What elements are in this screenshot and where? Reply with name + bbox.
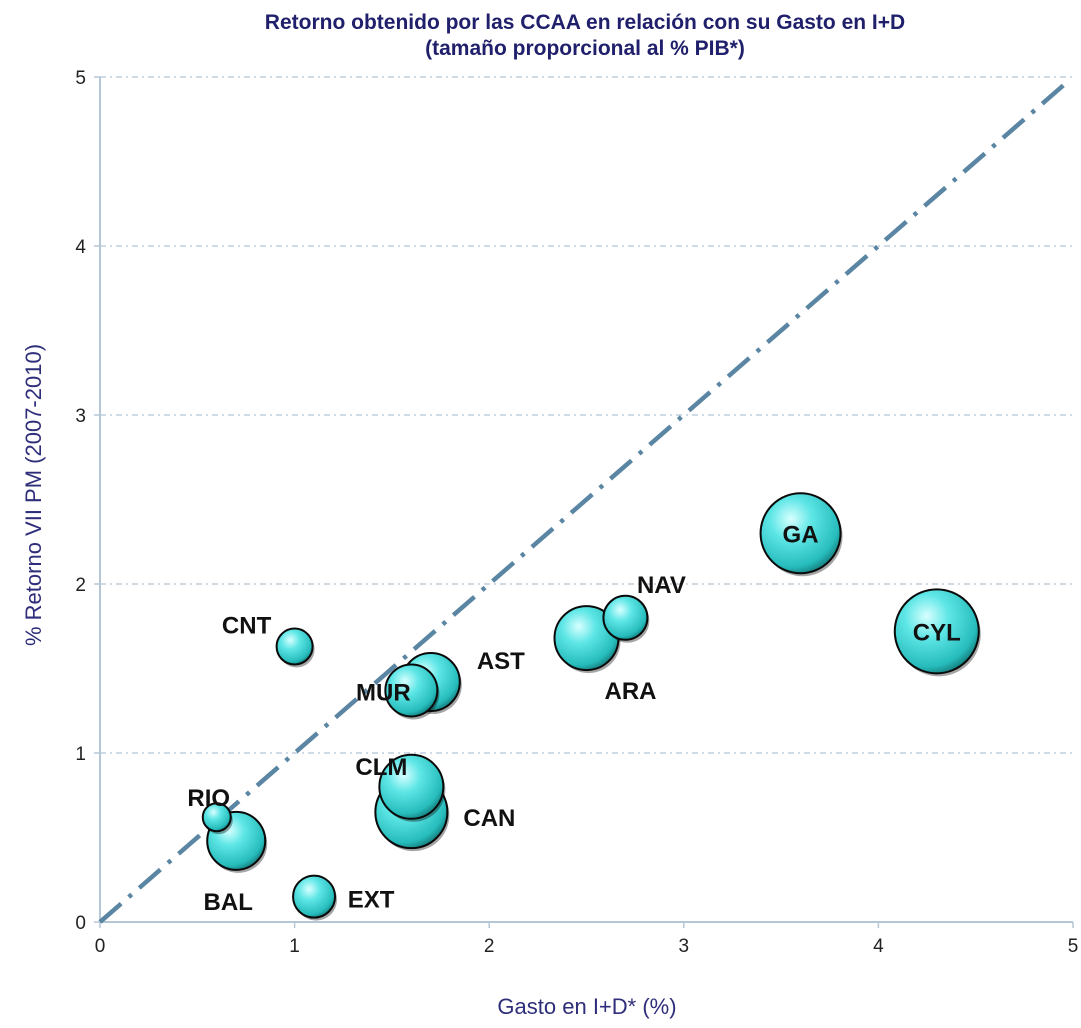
bubble-label-mur: MUR — [356, 679, 411, 706]
bubble-label-ast: AST — [477, 648, 525, 675]
y-axis-title: % Retorno VII PM (2007-2010) — [21, 344, 46, 646]
diagonal-reference-line — [98, 83, 1065, 924]
bubble-ga — [759, 492, 843, 577]
bubble-label-rio: RIO — [187, 785, 230, 812]
y-tick-label-1: 1 — [75, 744, 86, 765]
bubble-label-ga: GA — [783, 521, 819, 548]
x-tick-label-0: 0 — [95, 936, 106, 957]
axes — [94, 76, 1074, 928]
chart-subtitle: (tamaño proporcional al % PIB*) — [425, 37, 745, 60]
x-tick-label-2: 2 — [484, 936, 495, 957]
x-tick-label-3: 3 — [679, 936, 690, 957]
y-tick-label-3: 3 — [75, 406, 86, 427]
bubble-cyl — [893, 588, 981, 677]
y-tick-label-2: 2 — [75, 575, 86, 596]
x-tick-label-4: 4 — [873, 936, 884, 957]
gridlines — [100, 76, 1073, 754]
y-tick-label-0: 0 — [75, 913, 86, 934]
y-tick-label-4: 4 — [75, 237, 86, 258]
bubble-mur — [384, 663, 440, 720]
x-axis-title: Gasto en I+D* (%) — [497, 994, 676, 1019]
bubble-cnt — [275, 627, 315, 668]
bubble-label-bal: BAL — [204, 889, 253, 916]
bubble-labels: GA CYL NAV ARA CNT AST MUR CLM CAN RIO BAL EXT — [187, 521, 960, 916]
chart-title: Retorno obtenido por las CCAA en relació… — [265, 11, 905, 34]
bubbles — [201, 492, 981, 921]
tick-labels: 0 1 2 3 4 5 0 1 2 3 4 5 — [75, 68, 1078, 957]
reference-line — [98, 83, 1065, 924]
bubble-label-clm: CLM — [355, 754, 407, 781]
bubble-label-ext: EXT — [348, 887, 395, 914]
bubble-nav — [602, 594, 650, 643]
x-tick-label-5: 5 — [1068, 936, 1079, 957]
bubble-clm — [378, 753, 446, 822]
bubble-ext — [292, 874, 338, 921]
bubble-label-nav: NAV — [637, 572, 686, 599]
y-tick-label-5: 5 — [75, 68, 86, 89]
bubble-label-cnt: CNT — [222, 613, 272, 640]
bubble-rio — [201, 802, 233, 835]
bubble-label-cyl: CYL — [913, 619, 961, 646]
bubble-label-can: CAN — [463, 805, 515, 832]
bubble-label-ara: ARA — [605, 678, 657, 705]
x-tick-label-1: 1 — [289, 936, 300, 957]
bubble-ara — [553, 605, 621, 674]
